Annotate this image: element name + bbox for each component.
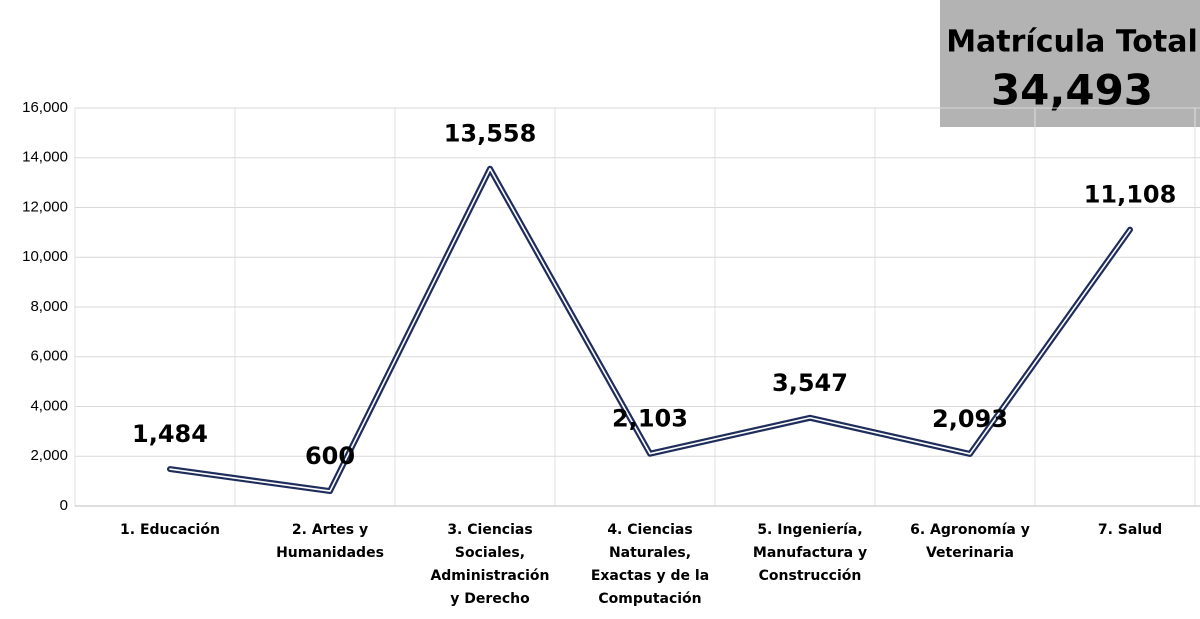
value-label: 3,547 — [772, 369, 848, 397]
y-tick-label: 10,000 — [22, 248, 68, 265]
value-label: 2,093 — [932, 405, 1008, 433]
y-tick-label: 8,000 — [30, 298, 68, 315]
value-label: 13,558 — [444, 120, 537, 148]
plot: 0 2,000 4,000 6,000 8,000 10,000 12,000 14,000 1… — [22, 99, 1200, 607]
x-tick-label: 5. Ingeniería, Manufactura y Construcción — [753, 522, 867, 584]
line-inner — [169, 167, 1131, 492]
y-tick-label: 14,000 — [22, 149, 68, 166]
value-label: 600 — [305, 442, 355, 470]
x-tick-label: 3. Ciencias Sociales, Administración y Dere… — [430, 522, 549, 607]
value-label: 2,103 — [612, 405, 688, 433]
y-tick-label: 0 — [60, 497, 68, 514]
y-tick-label: 2,000 — [30, 447, 68, 464]
x-tick-label: 7. Salud — [1098, 522, 1162, 538]
x-tick-label: 1. Educación — [120, 522, 220, 538]
x-tick-label: 6. Agronomía y Veterinaria — [910, 522, 1030, 561]
value-label: 11,108 — [1084, 181, 1177, 209]
value-label: 1,484 — [132, 420, 208, 448]
total-label: Matrícula Total — [946, 25, 1198, 60]
y-tick-label: 16,000 — [22, 99, 68, 116]
y-tick-label: 12,000 — [22, 198, 68, 215]
x-tick-label: 4. Ciencias Naturales, Exactas y de la Comp… — [591, 522, 709, 607]
y-tick-label: 4,000 — [30, 397, 68, 414]
total-box — [940, 0, 1200, 127]
y-tick-label: 6,000 — [30, 348, 68, 365]
total-value: 34,493 — [991, 66, 1153, 115]
x-tick-label: 2. Artes y Humanidades — [276, 522, 384, 561]
